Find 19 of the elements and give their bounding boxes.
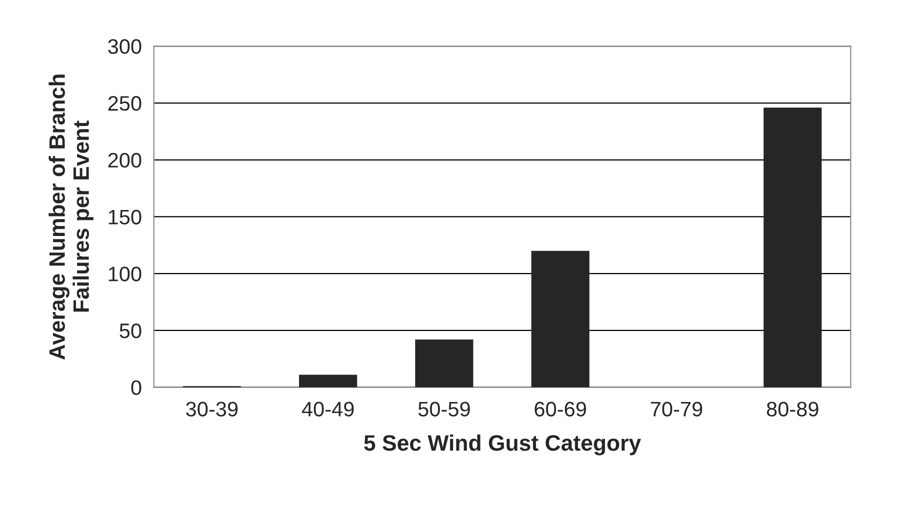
bar bbox=[415, 340, 474, 388]
y-tick-label: 200 bbox=[108, 152, 142, 168]
x-tick-label: 30-39 bbox=[186, 402, 238, 417]
y-tick-label: 300 bbox=[108, 39, 142, 54]
x-tick-label: 40-49 bbox=[302, 402, 354, 417]
x-tick-label: 80-89 bbox=[766, 402, 818, 417]
y-tick-label: 250 bbox=[108, 96, 142, 111]
x-tick-label: 70-79 bbox=[650, 402, 702, 417]
y-tick-label: 0 bbox=[131, 380, 142, 396]
x-axis-title: 5 Sec Wind Gust Category bbox=[364, 434, 641, 456]
x-tick-label: 50-59 bbox=[418, 402, 470, 417]
bar bbox=[531, 250, 590, 388]
bar bbox=[299, 374, 358, 388]
y-tick-label: 100 bbox=[108, 266, 142, 282]
y-tick-label: 50 bbox=[120, 323, 142, 338]
y-axis-title: Average Number of Branch Failures per Event bbox=[48, 74, 94, 360]
y-tick-label: 150 bbox=[108, 210, 142, 224]
bar bbox=[764, 108, 822, 388]
x-tick-label: 60-69 bbox=[534, 402, 586, 417]
